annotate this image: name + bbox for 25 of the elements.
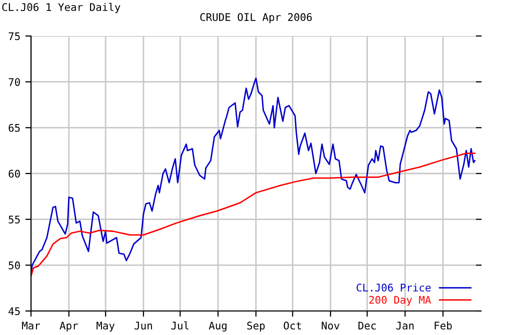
text: CL.J06 1 Year Daily (2, 2, 120, 14)
line-series (31, 77, 476, 274)
x-tick-label: Mar (22, 322, 40, 330)
x-tick-label: Oct (284, 322, 302, 330)
y-tick-label: 70 (8, 78, 20, 86)
chart-title: CRUDE OIL Apr 2006 (200, 13, 312, 24)
legend-label: 200 Day MA (369, 296, 432, 306)
x-tick-label: May (96, 322, 115, 332)
line-series (31, 152, 476, 277)
x-tick-label: Jun (134, 322, 152, 330)
y-tick-label: 60 (8, 170, 20, 178)
x-tick-label: Dec (358, 322, 376, 330)
x-tick-label: Jan (396, 322, 414, 330)
x-tick-label: Feb (434, 321, 452, 330)
x-tick-label: Nov (322, 322, 340, 330)
y-tick-label: 45 (8, 307, 20, 316)
x-tick-label: Aug (208, 322, 226, 332)
y-tick-label: 75 (8, 32, 20, 40)
x-tick-label: Sep (247, 322, 265, 332)
y-tick-label: 50 (8, 261, 20, 270)
legend-label: CL.J06 Price (356, 283, 431, 292)
x-tick-label: Apr (60, 322, 78, 332)
x-tick-label: Jul (171, 321, 189, 330)
y-tick-label: 55 (8, 216, 20, 224)
y-tick-label: 65 (8, 124, 20, 132)
